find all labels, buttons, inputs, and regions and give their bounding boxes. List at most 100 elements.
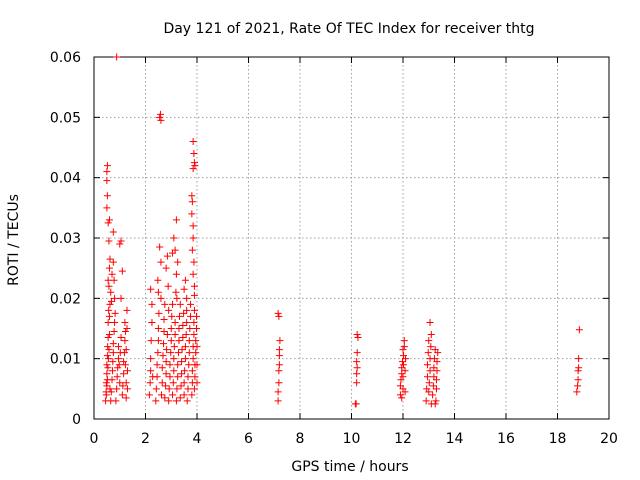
data-point xyxy=(109,228,117,236)
data-point xyxy=(173,294,181,302)
data-point xyxy=(116,240,124,248)
data-point xyxy=(103,192,111,200)
data-point xyxy=(103,177,111,185)
data-point xyxy=(168,312,176,320)
chart-title: Day 121 of 2021, Rate Of TEC Index for r… xyxy=(163,21,534,37)
data-point xyxy=(161,300,169,308)
x-tick-label: 18 xyxy=(549,431,567,447)
data-point xyxy=(353,331,361,339)
data-point xyxy=(274,309,282,317)
data-point xyxy=(176,394,184,402)
data-point xyxy=(275,346,283,354)
data-point xyxy=(181,276,189,284)
data-point xyxy=(190,306,198,314)
data-point xyxy=(117,334,125,342)
data-point xyxy=(185,349,193,357)
data-point xyxy=(147,367,155,375)
data-point xyxy=(575,355,583,363)
y-axis-title: ROTI / TECUs xyxy=(6,194,22,286)
data-point xyxy=(153,361,161,369)
data-point xyxy=(187,300,195,308)
data-point xyxy=(147,285,155,293)
data-point xyxy=(431,400,439,408)
data-point xyxy=(104,355,112,363)
data-point xyxy=(172,288,180,296)
data-point xyxy=(402,355,410,363)
data-point xyxy=(113,385,121,393)
data-point xyxy=(109,367,117,375)
data-point xyxy=(121,318,129,326)
data-point xyxy=(163,346,171,354)
data-point xyxy=(109,340,117,348)
data-point xyxy=(105,312,113,320)
x-tick-label: 6 xyxy=(244,431,253,447)
data-point xyxy=(106,300,114,308)
data-point xyxy=(353,358,361,366)
data-point xyxy=(177,382,185,390)
data-point xyxy=(114,355,122,363)
data-point xyxy=(179,321,187,329)
data-point xyxy=(105,282,113,290)
data-point xyxy=(105,264,113,272)
data-point xyxy=(429,382,437,390)
data-point xyxy=(573,388,581,396)
data-point xyxy=(191,373,199,381)
data-point xyxy=(184,373,192,381)
data-point xyxy=(160,315,168,323)
data-point xyxy=(191,162,199,170)
data-point xyxy=(104,219,112,227)
data-point xyxy=(121,328,129,336)
data-point xyxy=(119,382,127,390)
data-point xyxy=(188,367,196,375)
x-tick-labels: 0 2 4 6 8 10 12 14 16 18 20 xyxy=(90,431,618,447)
data-point xyxy=(398,364,406,372)
data-point xyxy=(105,331,113,339)
data-point xyxy=(190,291,198,299)
data-point xyxy=(425,379,433,387)
data-point xyxy=(104,276,112,284)
data-point xyxy=(123,385,131,393)
data-point xyxy=(189,165,197,173)
data-point xyxy=(172,270,180,278)
data-point xyxy=(190,258,198,266)
data-point xyxy=(354,334,362,342)
data-point xyxy=(167,337,175,345)
data-point xyxy=(184,385,192,393)
data-point xyxy=(105,237,113,245)
data-point xyxy=(109,258,117,266)
data-point xyxy=(178,370,186,378)
data-point xyxy=(154,288,162,296)
data-point xyxy=(398,358,406,366)
data-point xyxy=(175,312,183,320)
data-point xyxy=(181,355,189,363)
data-point xyxy=(176,300,184,308)
data-point xyxy=(180,285,188,293)
data-point xyxy=(164,282,172,290)
data-point xyxy=(575,326,583,334)
data-point xyxy=(166,373,174,381)
data-point xyxy=(575,364,583,372)
data-point xyxy=(147,355,155,363)
data-point xyxy=(193,343,201,351)
data-point xyxy=(189,355,197,363)
data-point xyxy=(175,325,183,332)
data-point xyxy=(175,337,183,345)
data-point xyxy=(154,349,162,357)
data-point xyxy=(116,379,124,387)
data-point xyxy=(146,379,154,387)
data-point xyxy=(192,337,200,345)
data-point xyxy=(159,352,167,360)
data-point xyxy=(170,343,178,351)
data-point xyxy=(161,394,169,402)
data-point xyxy=(181,367,189,375)
data-point xyxy=(104,343,112,351)
data-point xyxy=(188,246,196,254)
data-point xyxy=(181,343,189,351)
data-point xyxy=(121,337,129,345)
data-point xyxy=(188,210,196,218)
data-point xyxy=(275,379,283,387)
data-point xyxy=(102,391,110,399)
data-point xyxy=(192,312,200,320)
data-point xyxy=(163,331,171,339)
